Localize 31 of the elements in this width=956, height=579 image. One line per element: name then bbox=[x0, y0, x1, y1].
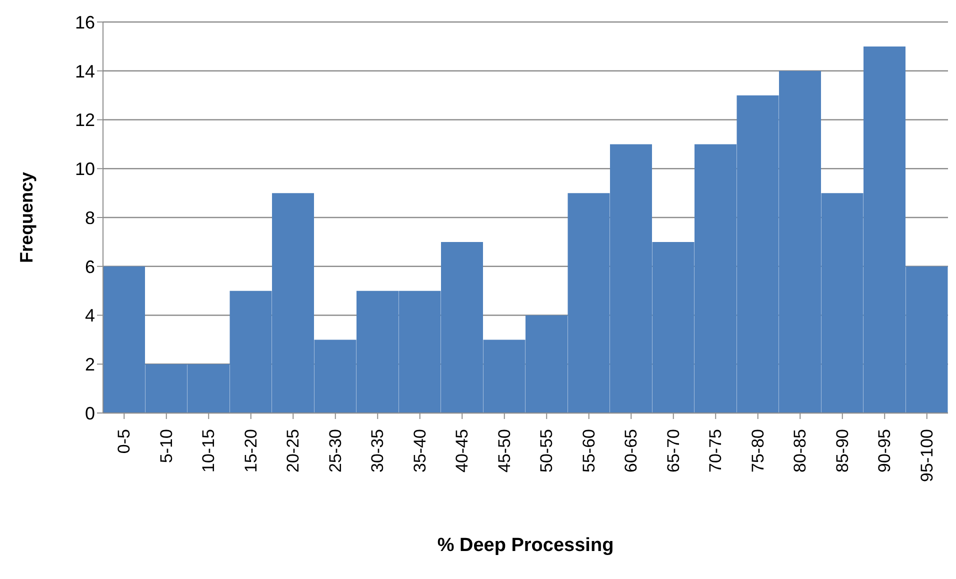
x-tick-label: 60-65 bbox=[622, 429, 641, 472]
x-tick-label: 25-30 bbox=[326, 429, 345, 472]
x-tick-label: 35-40 bbox=[410, 429, 430, 472]
x-tick-label: 0-5 bbox=[114, 429, 134, 454]
x-tick-label: 65-70 bbox=[664, 429, 683, 472]
x-tick-label: 20-25 bbox=[284, 429, 303, 472]
x-tick-label: 90-95 bbox=[875, 429, 894, 472]
x-tick-label: 30-35 bbox=[368, 429, 388, 472]
x-tick-label: 70-75 bbox=[706, 429, 726, 472]
x-tick-label: 95-100 bbox=[917, 429, 936, 482]
x-tick-label: 50-55 bbox=[537, 429, 556, 472]
y-tick-label: 0 bbox=[84, 403, 95, 424]
x-tick-label: 75-80 bbox=[748, 429, 768, 472]
y-tick-label: 16 bbox=[74, 12, 95, 32]
x-tick-label: 45-50 bbox=[494, 429, 514, 472]
x-tick-label: 5-10 bbox=[156, 429, 176, 464]
y-tick-label: 14 bbox=[74, 61, 95, 82]
y-tick-label: 12 bbox=[74, 110, 95, 130]
y-tick-label: 10 bbox=[74, 159, 95, 180]
x-axis-title: % Deep Processing bbox=[436, 535, 615, 557]
y-tick-label: 2 bbox=[84, 354, 95, 375]
x-tick-label: 80-85 bbox=[790, 429, 810, 472]
y-tick-label: 8 bbox=[84, 208, 95, 228]
x-tick-label: 85-90 bbox=[832, 429, 852, 472]
y-axis-title: Frequency bbox=[16, 172, 36, 264]
x-tick-label: 55-60 bbox=[579, 429, 598, 472]
y-tick-label: 6 bbox=[84, 256, 95, 277]
x-tick-label: 40-45 bbox=[452, 429, 472, 472]
x-tick-label: 15-20 bbox=[241, 429, 260, 472]
x-tick-label: 10-15 bbox=[199, 429, 218, 472]
y-tick-label: 4 bbox=[84, 306, 95, 326]
